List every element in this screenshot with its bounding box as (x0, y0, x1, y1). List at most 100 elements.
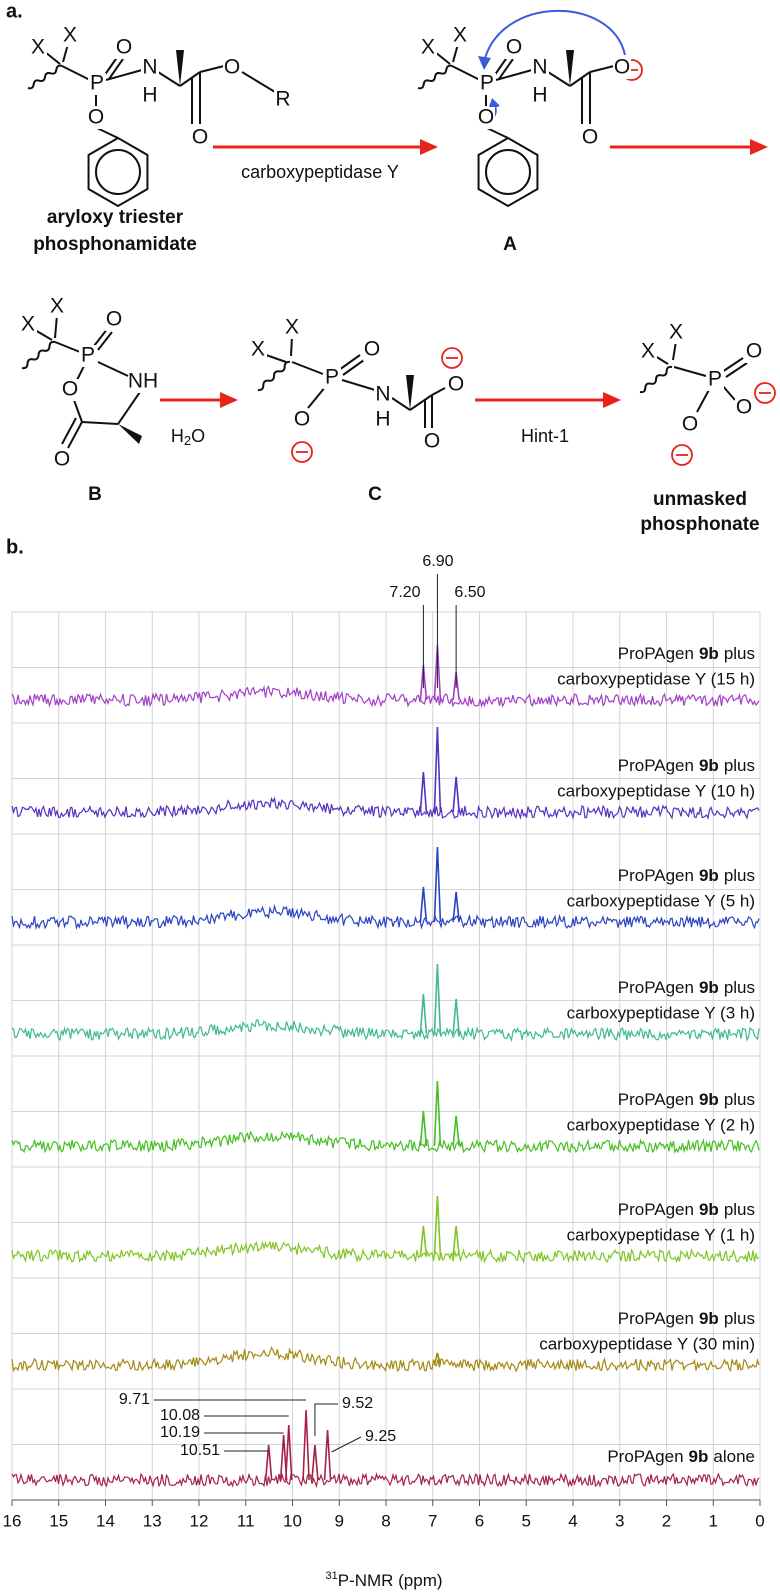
structure-caption: unmasked (653, 489, 747, 510)
atom-background (141, 57, 159, 79)
atom-label: O (62, 378, 78, 401)
bond (307, 385, 327, 409)
label-part: ProPAgen (618, 1090, 694, 1109)
series-label: carboxypeptidase Y (1 h) (567, 1225, 755, 1244)
bond (589, 65, 615, 73)
atom-background (478, 73, 496, 95)
atom-background (477, 107, 495, 129)
peak (284, 1424, 293, 1481)
peak (433, 1080, 442, 1147)
peak (452, 1225, 460, 1257)
x-tick-label: 6 (475, 1511, 484, 1530)
atom-background (105, 309, 123, 331)
x-tick-label: 0 (755, 1511, 764, 1530)
bond (108, 58, 124, 80)
leader-line (331, 1436, 362, 1453)
atom-background (191, 127, 209, 149)
label-part: 9b (689, 1447, 709, 1466)
atom-background (581, 127, 599, 149)
atom-background (363, 339, 381, 361)
x-tick-label: 14 (96, 1511, 115, 1530)
atom-label: O (478, 106, 494, 129)
bond (451, 65, 481, 81)
bond (73, 399, 83, 423)
atom-background (19, 314, 37, 336)
label-part: ProPAgen (618, 756, 694, 775)
label-part: 9b (699, 1200, 719, 1219)
atom-label: P (81, 344, 95, 367)
bond (338, 354, 361, 371)
atom-background (29, 37, 47, 59)
atom-label: O (746, 340, 762, 363)
structure-caption: aryloxy triester (47, 207, 184, 228)
atom-background (53, 449, 71, 471)
bond (434, 51, 451, 65)
bond (341, 379, 376, 391)
series-label: ProPAgen 9b plus (618, 644, 755, 663)
label-part: 9b (699, 866, 719, 885)
atom-label: O (582, 126, 598, 149)
label-part: ProPAgen (607, 1447, 683, 1466)
atom-label: X (31, 36, 45, 59)
label-part: plus (724, 644, 755, 663)
baseline-noise (11, 796, 760, 820)
atom-background (613, 57, 631, 79)
atom-background (283, 317, 301, 339)
leader-line (314, 1403, 338, 1436)
atom-label: O (506, 36, 522, 59)
bond (391, 397, 411, 411)
peak (452, 1115, 460, 1147)
label-part: plus (724, 978, 755, 997)
baseline-noise (11, 1240, 760, 1265)
atom-label: O (106, 308, 122, 331)
atom-label: P (708, 368, 722, 391)
bond (409, 394, 433, 411)
spectrum (11, 1409, 760, 1489)
series-label: ProPAgen 9b plus (618, 1200, 755, 1219)
superscript: 31 (325, 1570, 337, 1582)
label-part: plus (724, 756, 755, 775)
peak (452, 891, 460, 923)
series-label: ProPAgen 9b plus (618, 1090, 755, 1109)
atom-background (87, 107, 105, 129)
atom-label: X (63, 24, 77, 47)
atom-background (423, 431, 441, 453)
peak (452, 998, 460, 1035)
baseline-noise (11, 1472, 760, 1489)
bond (547, 71, 571, 87)
atom-label: X (453, 24, 467, 47)
atom-background (681, 414, 699, 436)
peak (419, 1110, 428, 1147)
atom-label: H (375, 408, 390, 431)
atom-label: O (614, 56, 630, 79)
atom-background (79, 345, 97, 367)
bond (477, 136, 539, 208)
peak (419, 886, 428, 923)
atom-background (323, 367, 341, 389)
spectrum (11, 1195, 760, 1265)
atom-background (61, 379, 79, 401)
bond (96, 127, 119, 139)
series-label: carboxypeptidase Y (2 h) (567, 1115, 755, 1134)
atom-label: P (325, 366, 339, 389)
bond (81, 421, 119, 425)
peak (279, 1434, 288, 1481)
atom-label: N (532, 56, 547, 79)
formula-part: 2 (184, 433, 191, 448)
bond (486, 127, 509, 139)
peak-label: 10.19 (160, 1424, 200, 1441)
atom-background (134, 371, 152, 393)
bond (721, 357, 744, 373)
atom-background (61, 25, 79, 47)
atom-label: O (54, 448, 70, 471)
aromatic-circle (95, 149, 141, 195)
bond (241, 71, 276, 93)
atom-background (374, 409, 392, 431)
series-label: ProPAgen 9b plus (618, 978, 755, 997)
atom-label: X (50, 295, 64, 318)
spectrum (11, 1346, 760, 1373)
